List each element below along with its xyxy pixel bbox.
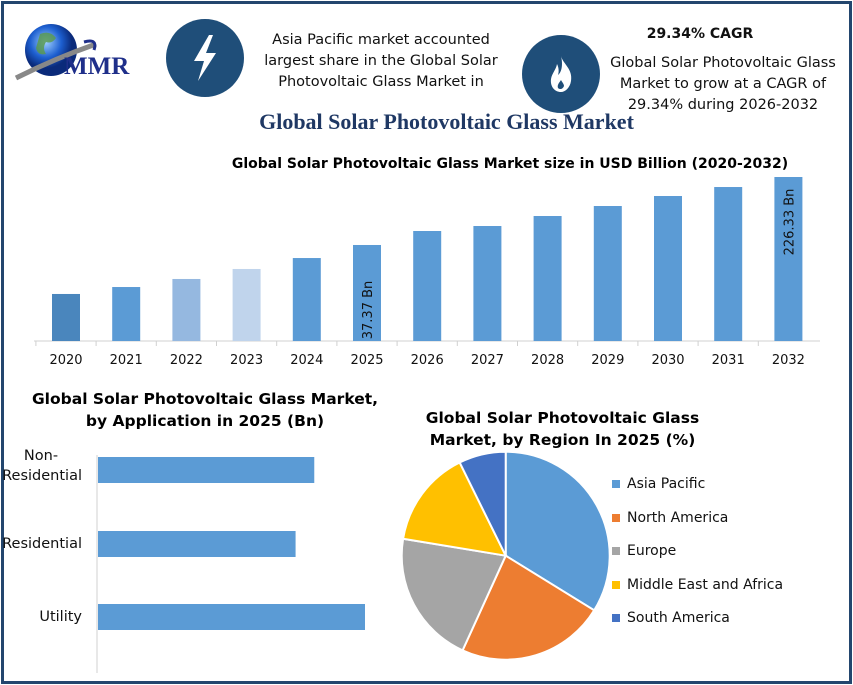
bar-non-residential	[98, 457, 315, 483]
x-tick-label: 2027	[471, 353, 504, 368]
x-tick-label: 2028	[531, 353, 564, 368]
lightning-icon	[166, 19, 244, 97]
globe-icon	[14, 24, 97, 81]
x-tick-label: 2026	[411, 353, 444, 368]
flame-icon	[522, 35, 600, 113]
pie-slice-south-america	[458, 450, 507, 557]
cagr-heading: 29.34% CAGR	[646, 26, 754, 42]
legend-swatch	[612, 580, 620, 589]
x-tick-label: 2023	[230, 353, 263, 368]
mmr-logo: MMR	[14, 20, 164, 90]
bar-2022	[172, 278, 201, 341]
legend-item: Asia Pacific	[612, 476, 705, 492]
bar-2025	[353, 244, 381, 341]
hbar-chart-title: Global Solar Photovoltaic Glass Market, …	[31, 390, 379, 430]
x-tick-label: 2030	[651, 353, 684, 368]
pie-chart	[400, 450, 611, 661]
data-label-2025: 37.37 Bn	[361, 281, 376, 340]
x-tick-label: 2031	[712, 353, 745, 368]
legend-swatch	[612, 480, 620, 488]
legend-label: South America	[627, 610, 730, 626]
legend-swatch	[612, 547, 620, 555]
x-tick-label: 2032	[772, 353, 805, 368]
bar-2024	[292, 258, 321, 341]
bar-2020	[52, 293, 80, 341]
pie-slice-europe	[400, 537, 508, 652]
column-chart: 2020 2021 2022 2023 2024 2025 37.37 Bn 2026 2027…	[34, 177, 820, 368]
legend-label: North America	[627, 509, 729, 526]
category-label: Utility	[39, 609, 82, 625]
legend-label: Asia Pacific	[627, 476, 706, 492]
x-tick-label: 2021	[110, 353, 143, 368]
legend-item: Middle East and Africa	[612, 577, 783, 593]
bar-utility	[98, 604, 365, 630]
info-right-text: Global Solar Photovoltaic Glass Market t…	[610, 55, 836, 113]
bar-2030	[654, 196, 682, 341]
bar-2029	[593, 206, 622, 341]
main-title: Global Solar Photovoltaic Glass Market	[259, 109, 634, 134]
legend-item: Europe	[612, 543, 676, 559]
pie-chart-title: Global Solar Photovoltaic Glass Market, …	[425, 409, 700, 449]
x-tick-label: 2025	[350, 353, 383, 368]
column-chart-title: Global Solar Photovoltaic Glass Market s…	[231, 156, 789, 172]
bar-2027	[473, 226, 502, 341]
pie-slice-north-america	[461, 554, 596, 661]
x-tick-label: 2022	[170, 353, 203, 368]
legend-item: North America	[612, 510, 728, 526]
data-label-2032: 226.33 Bn	[782, 189, 797, 256]
bar-2021	[112, 287, 141, 341]
category-label: Residential	[2, 536, 82, 552]
bar-2023	[232, 268, 261, 341]
bar-2026	[413, 231, 442, 341]
category-label: Non- Residential	[2, 448, 82, 484]
pie-slice-middle-east-and-africa	[401, 461, 508, 558]
bar-residential	[98, 531, 296, 557]
info-left-text: Asia Pacific market accounted largest sh…	[264, 32, 498, 90]
x-tick-label: 2024	[290, 353, 323, 368]
legend-label: Middle East and Africa	[627, 576, 784, 593]
logo-text: MMR	[64, 53, 130, 80]
legend-swatch	[612, 614, 620, 622]
bar-2028	[533, 216, 562, 341]
legend-label: Europe	[627, 543, 677, 559]
x-tick-label: 2029	[591, 353, 624, 368]
bar-2031	[714, 187, 743, 341]
hbar-chart	[96, 455, 365, 673]
x-tick-label: 2020	[49, 353, 82, 368]
legend-item: South America	[612, 610, 730, 626]
bar-2032	[774, 177, 803, 341]
legend-swatch	[612, 513, 620, 522]
